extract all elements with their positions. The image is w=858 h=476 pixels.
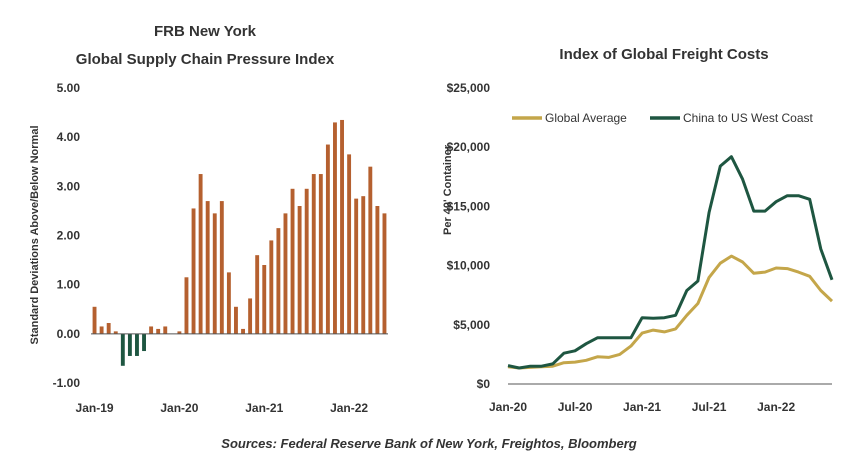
bar xyxy=(333,122,337,334)
y-tick-label: 0.00 xyxy=(57,327,81,341)
series-line-2 xyxy=(507,155,834,370)
gscpi-bar-chart: FRB New York Global Supply Chain Pressur… xyxy=(29,23,388,415)
bar xyxy=(212,213,217,334)
y-tick-label: -1.00 xyxy=(53,376,81,390)
bar xyxy=(361,196,366,334)
bar xyxy=(226,272,231,334)
bar xyxy=(191,208,196,334)
y-tick-label: $15,000 xyxy=(447,199,491,213)
bar xyxy=(255,255,260,334)
bar xyxy=(135,333,139,356)
x-tick-label: Jan-21 xyxy=(623,400,661,414)
bar xyxy=(368,166,373,334)
bar xyxy=(262,265,267,334)
bar xyxy=(318,174,323,334)
y-tick-label: 3.00 xyxy=(57,179,81,193)
y-tick-label: $0 xyxy=(477,377,491,391)
series-line-1 xyxy=(507,254,834,370)
bar xyxy=(304,188,309,334)
bar xyxy=(311,174,316,334)
y-tick-label: $5,000 xyxy=(453,318,490,332)
bar xyxy=(120,333,125,366)
x-tick-label: Jan-19 xyxy=(76,401,114,415)
bar xyxy=(127,333,132,356)
bar xyxy=(149,326,154,334)
x-tick-label: Jan-21 xyxy=(245,401,283,415)
x-tick-label: Jan-20 xyxy=(160,401,198,415)
x-tick-label: Jan-20 xyxy=(489,400,527,414)
y-tick-label: $25,000 xyxy=(447,81,491,95)
legend-label: China to US West Coast xyxy=(683,111,813,125)
bar xyxy=(234,306,238,334)
bar xyxy=(354,198,359,334)
freight-line-chart: Index of Global Freight Costs $0 $5,000 $1… xyxy=(442,46,834,414)
gscpi-chart: FRB New York Global Supply Chain Pressur… xyxy=(0,0,420,440)
y-axis-label: Per 40' Container xyxy=(442,144,454,235)
y-tick-label: $20,000 xyxy=(447,140,491,154)
bar xyxy=(156,328,161,334)
chart-title: Index of Global Freight Costs xyxy=(559,46,768,63)
bar xyxy=(325,144,330,334)
bar xyxy=(219,201,224,334)
y-tick-label: 1.00 xyxy=(57,278,81,292)
x-tick-label: Jan-22 xyxy=(330,401,368,415)
y-tick-label: 5.00 xyxy=(57,81,81,95)
legend-label: Global Average xyxy=(545,111,627,125)
y-axis-label: Standard Deviations Above/Below Normal xyxy=(29,125,41,344)
bar xyxy=(184,277,189,334)
bar xyxy=(177,331,182,334)
bar xyxy=(92,306,97,334)
chart-title-line-1: FRB New York xyxy=(154,23,257,40)
source-note: Sources: Federal Reserve Bank of New Yor… xyxy=(221,436,637,451)
x-tick-label: Jul-20 xyxy=(558,400,593,414)
bar xyxy=(283,213,288,334)
y-tick-label: $10,000 xyxy=(447,259,491,273)
bar xyxy=(382,213,387,334)
x-tick-label: Jul-21 xyxy=(692,400,727,414)
bar xyxy=(106,323,111,334)
bar xyxy=(198,174,203,334)
x-tick-label: Jan-22 xyxy=(757,400,795,414)
bar xyxy=(205,201,210,334)
bar xyxy=(340,119,344,334)
bar xyxy=(248,298,253,334)
y-tick-label: 4.00 xyxy=(57,130,81,144)
bar xyxy=(142,333,146,352)
y-tick-label: 2.00 xyxy=(57,229,81,243)
bar xyxy=(375,206,380,334)
bar xyxy=(99,326,104,334)
bar xyxy=(269,240,274,334)
chart-title-line-2: Global Supply Chain Pressure Index xyxy=(76,51,335,68)
bar xyxy=(290,188,295,334)
bar xyxy=(297,206,302,334)
bar xyxy=(241,328,245,334)
freight-cost-chart: Index of Global Freight Costs $0 $5,000 $1… xyxy=(420,0,858,440)
bar xyxy=(163,326,168,334)
bar xyxy=(113,331,118,334)
bar xyxy=(276,228,281,334)
bar xyxy=(347,154,352,334)
